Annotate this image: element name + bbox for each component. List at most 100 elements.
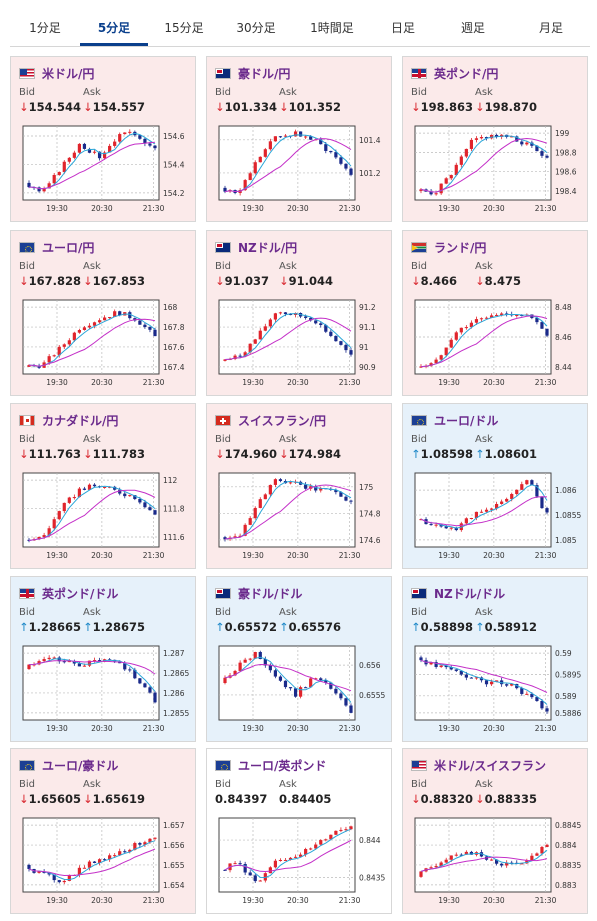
pair-name[interactable]: NZドル/ドル (434, 586, 506, 601)
currency-card[interactable]: 豪ドル/円 Bid Ask ↓101.334 ↓101.352 101.4 101.2 19:… (206, 56, 392, 222)
price-chart[interactable]: 1.657 1.656 1.655 1.654 19:30 20:30 21:30 (19, 812, 195, 908)
candle-body (334, 830, 338, 835)
x-tick-label: 20:30 (91, 896, 113, 905)
currency-card[interactable]: 英ポンド/円 Bid Ask ↓198.863 ↓198.870 199 198.8 198.… (402, 56, 588, 222)
price-chart[interactable]: 168 167.8 167.6 167.4 19:30 20:30 21:30 (19, 294, 195, 390)
ask-price: 1.65619 (92, 792, 146, 806)
card-header: カナダドル/円 (19, 413, 119, 428)
tab-6[interactable]: 週足 (460, 21, 485, 35)
pair-name[interactable]: カナダドル/円 (42, 413, 119, 428)
tab-1[interactable]: 5分足 (80, 0, 148, 46)
price-chart[interactable]: 0.59 0.5895 0.589 0.5886 19:30 20:30 21:30 (411, 640, 587, 736)
price-chart[interactable]: 112 111.8 111.6 19:30 20:30 21:30 (19, 467, 195, 563)
pair-name[interactable]: NZドル/円 (238, 240, 298, 255)
candle-body (344, 829, 348, 831)
bid-price: 1.28665 (28, 620, 82, 634)
candle-body (128, 131, 132, 133)
x-tick-label: 21:30 (535, 551, 557, 560)
candle-body (434, 524, 438, 526)
bid-price: 154.544 (28, 100, 82, 114)
x-tick-label: 19:30 (438, 724, 460, 733)
candle-body (233, 355, 237, 360)
currency-card[interactable]: ランド/円 Bid Ask ↓8.466 ↓8.475 8.48 8.46 8.44 19:30… (402, 230, 588, 396)
tab-0[interactable]: 1分足 (29, 21, 61, 35)
bid-price: 167.828 (28, 274, 82, 288)
x-tick-label: 19:30 (242, 204, 264, 213)
x-tick-label: 21:30 (535, 204, 557, 213)
currency-card[interactable]: NZドル/ドル Bid Ask ↑0.58898 ↑0.58912 0.59 0.5895 0… (402, 576, 588, 742)
card-header: スイスフラン/円 (215, 413, 327, 428)
currency-card[interactable]: カナダドル/円 Bid Ask ↓111.763 ↓111.783 112 111.8 111… (10, 403, 196, 569)
x-tick-label: 19:30 (438, 204, 460, 213)
currency-card[interactable]: 米ドル/円 Bid Ask ↓154.544 ↓154.557 154.6 154.4 154… (10, 56, 196, 222)
candle-body (47, 657, 51, 660)
bid-label: Bid (215, 261, 231, 272)
candle-body (525, 142, 529, 145)
card-header: 英ポンド/円 (411, 66, 499, 81)
candle-body (87, 325, 92, 328)
bid-value: ↑0.65572 (215, 620, 277, 634)
tab-4[interactable]: 1時間足 (310, 21, 354, 35)
price-chart[interactable]: 199 198.8 198.6 198.4 19:30 20:30 21:30 (411, 120, 587, 216)
x-tick-label: 20:30 (483, 551, 505, 560)
pair-name[interactable]: ランド/円 (434, 240, 487, 255)
price-chart[interactable]: 91.2 91.1 91 90.9 19:30 20:30 21:30 (215, 294, 391, 390)
tab-2[interactable]: 15分足 (164, 21, 204, 35)
price-chart[interactable]: 0.656 0.6555 19:30 20:30 21:30 (215, 640, 391, 736)
pair-name[interactable]: ユーロ/ドル (434, 413, 499, 428)
pair-name[interactable]: 英ポンド/円 (434, 66, 499, 81)
bid-label: Bid (411, 779, 427, 790)
currency-card[interactable]: スイスフラン/円 Bid Ask ↓174.960 ↓174.984 175 174.8 17… (206, 403, 392, 569)
currency-card[interactable]: 英ポンド/ドル Bid Ask ↑1.28665 ↑1.28675 1.287 1.2865… (10, 576, 196, 742)
ask-label: Ask (279, 261, 297, 272)
candle-body (253, 652, 257, 659)
pair-name[interactable]: 米ドル/スイスフラン (434, 758, 547, 773)
currency-card[interactable]: ユーロ/ドル Bid Ask ↑1.08598 ↑1.08601 1.086 1.0855 1… (402, 403, 588, 569)
ask-label: Ask (475, 779, 493, 790)
bid-value: ↓0.88320 (411, 792, 473, 806)
currency-card[interactable]: NZドル/円 Bid Ask ↓91.037 ↓91.044 91.2 91.1 91 90.9… (206, 230, 392, 396)
tab-3[interactable]: 30分足 (236, 21, 276, 35)
price-chart[interactable]: 175 174.8 174.6 19:30 20:30 21:30 (215, 467, 391, 563)
tab-5[interactable]: 日足 (390, 21, 415, 35)
pair-name[interactable]: 豪ドル/ドル (238, 586, 303, 601)
pair-name[interactable]: 豪ドル/円 (238, 66, 291, 81)
candle-body (479, 677, 484, 681)
price-chart[interactable]: 154.6 154.4 154.2 19:30 20:30 21:30 (19, 120, 195, 216)
ma-long-line (28, 848, 156, 877)
bid-price: 0.58898 (420, 620, 474, 634)
down-arrow-icon: ↓ (19, 447, 29, 461)
candle-body (309, 848, 313, 850)
candle-body (57, 346, 61, 356)
ask-price: 91.044 (288, 274, 334, 288)
pair-name[interactable]: 英ポンド/ドル (42, 586, 119, 601)
candle-body (530, 142, 534, 146)
y-tick-label: 91 (359, 343, 369, 352)
currency-card[interactable]: ユーロ/英ポンド Bid Ask 0.84397 0.84405 0.844 0.8435 1… (206, 748, 392, 914)
pair-name[interactable]: 米ドル/円 (42, 66, 95, 81)
pair-name[interactable]: ユーロ/豪ドル (42, 758, 119, 773)
currency-card[interactable]: 豪ドル/ドル Bid Ask ↑0.65572 ↑0.65576 0.656 0.6555 1… (206, 576, 392, 742)
y-tick-label: 167.8 (163, 323, 185, 332)
currency-card[interactable]: ユーロ/豪ドル Bid Ask ↓1.65605 ↓1.65619 1.657 1.656 1… (10, 748, 196, 914)
down-arrow-icon: ↓ (215, 100, 225, 114)
price-chart[interactable]: 1.287 1.2865 1.286 1.2855 19:30 20:30 21:30 (19, 640, 195, 736)
candle-body (258, 652, 262, 660)
currency-card[interactable]: 米ドル/スイスフラン Bid Ask ↓0.88320 ↓0.88335 0.8845 0.… (402, 748, 588, 914)
candle-body (349, 350, 353, 355)
price-chart[interactable]: 0.844 0.8435 19:30 20:30 21:30 (215, 812, 391, 908)
pair-name[interactable]: スイスフラン/円 (238, 413, 327, 428)
candle-body (324, 839, 328, 841)
price-chart[interactable]: 8.48 8.46 8.44 19:30 20:30 21:30 (411, 294, 587, 390)
candle-body (309, 136, 313, 140)
price-chart[interactable]: 0.8845 0.884 0.8835 0.883 19:30 20:30 21:30 (411, 812, 587, 908)
ma-long-line (28, 489, 156, 541)
currency-card[interactable]: ユーロ/円 Bid Ask ↓167.828 ↓167.853 168 167.8 167.6… (10, 230, 196, 396)
pair-name[interactable]: ユーロ/英ポンド (238, 758, 327, 773)
price-chart[interactable]: 101.4 101.2 19:30 20:30 21:30 (215, 120, 391, 216)
candle-body (479, 137, 484, 139)
pair-name[interactable]: ユーロ/円 (42, 240, 95, 255)
bid-label: Bid (215, 607, 231, 618)
price-chart[interactable]: 1.086 1.0855 1.085 19:30 20:30 21:30 (411, 467, 587, 563)
tab-7[interactable]: 月足 (538, 21, 563, 35)
